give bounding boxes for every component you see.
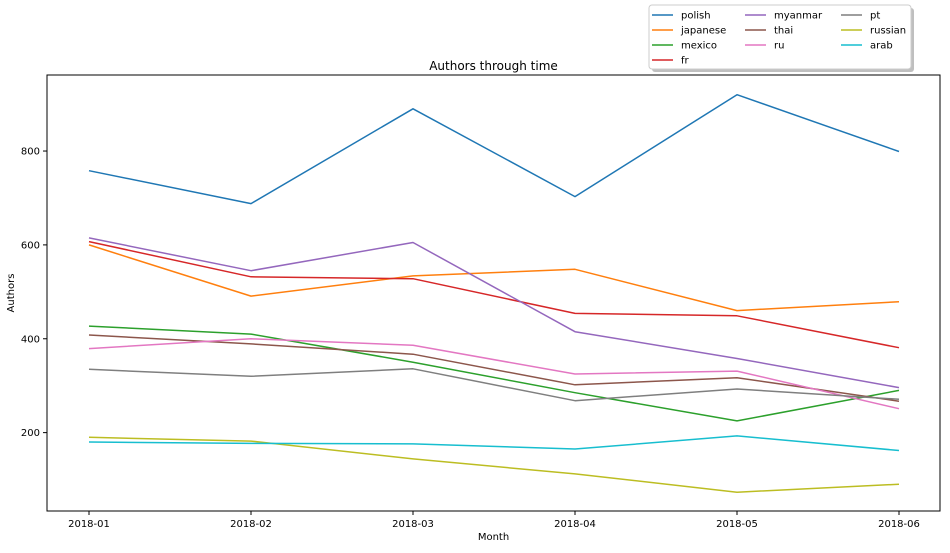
y-tick-label: 200 [21,428,40,439]
legend-item-japanese: japanese [652,26,726,37]
legend-label: polish [681,11,711,22]
legend-item-russian: russian [841,26,906,37]
legend-box [648,4,912,70]
series-line-fr [88,240,900,349]
series-lines [88,93,900,493]
legend-label: thai [774,26,793,37]
legend-label: pt [870,11,880,22]
y-axis-label: Authors [6,274,17,313]
series-line-polish [88,93,900,205]
y-tick-label: 600 [21,240,40,251]
legend-label: arab [870,41,893,52]
series-line-japanese [88,244,900,312]
legend-label: myanmar [774,11,823,22]
chart-title: Authors through time [429,59,558,73]
x-tick-label: 2018-04 [554,519,596,530]
x-axis-label: Month [478,532,509,543]
series-line-thai [88,334,900,402]
legend-item-pt: pt [841,11,880,22]
legend: polish japanese mexico fr myanmar thai ru pt rus… [648,4,914,72]
series-line-ru [88,338,900,410]
legend-label: fr [681,56,690,67]
legend-label: ru [774,41,784,52]
legend-item-mexico: mexico [652,41,717,52]
y-tick-label: 400 [21,334,40,345]
x-tick-label: 2018-03 [392,519,434,530]
series-line-mexico [88,325,900,422]
legend-item-polish: polish [652,11,711,22]
series-line-russian [88,436,900,493]
plot-frame [46,74,941,512]
series-line-myanmar [88,237,900,389]
series-line-pt [88,368,900,402]
x-tick-label: 2018-06 [878,519,920,530]
legend-item-fr: fr [652,56,690,67]
legend-item-ru: ru [745,41,784,52]
y-tick-label: 800 [21,147,40,158]
series-line-arab [88,435,900,452]
x-tick-label: 2018-05 [716,519,758,530]
legend-item-myanmar: myanmar [745,11,823,22]
legend-label: russian [870,26,906,37]
axes: 2018-01 2018-02 2018-03 2018-04 2018-05 2018-… [21,147,920,530]
x-tick-label: 2018-02 [230,519,272,530]
legend-item-arab: arab [841,41,893,52]
legend-label: mexico [681,41,717,52]
legend-item-thai: thai [745,26,793,37]
x-tick-label: 2018-01 [68,519,110,530]
legend-label: japanese [680,26,726,37]
